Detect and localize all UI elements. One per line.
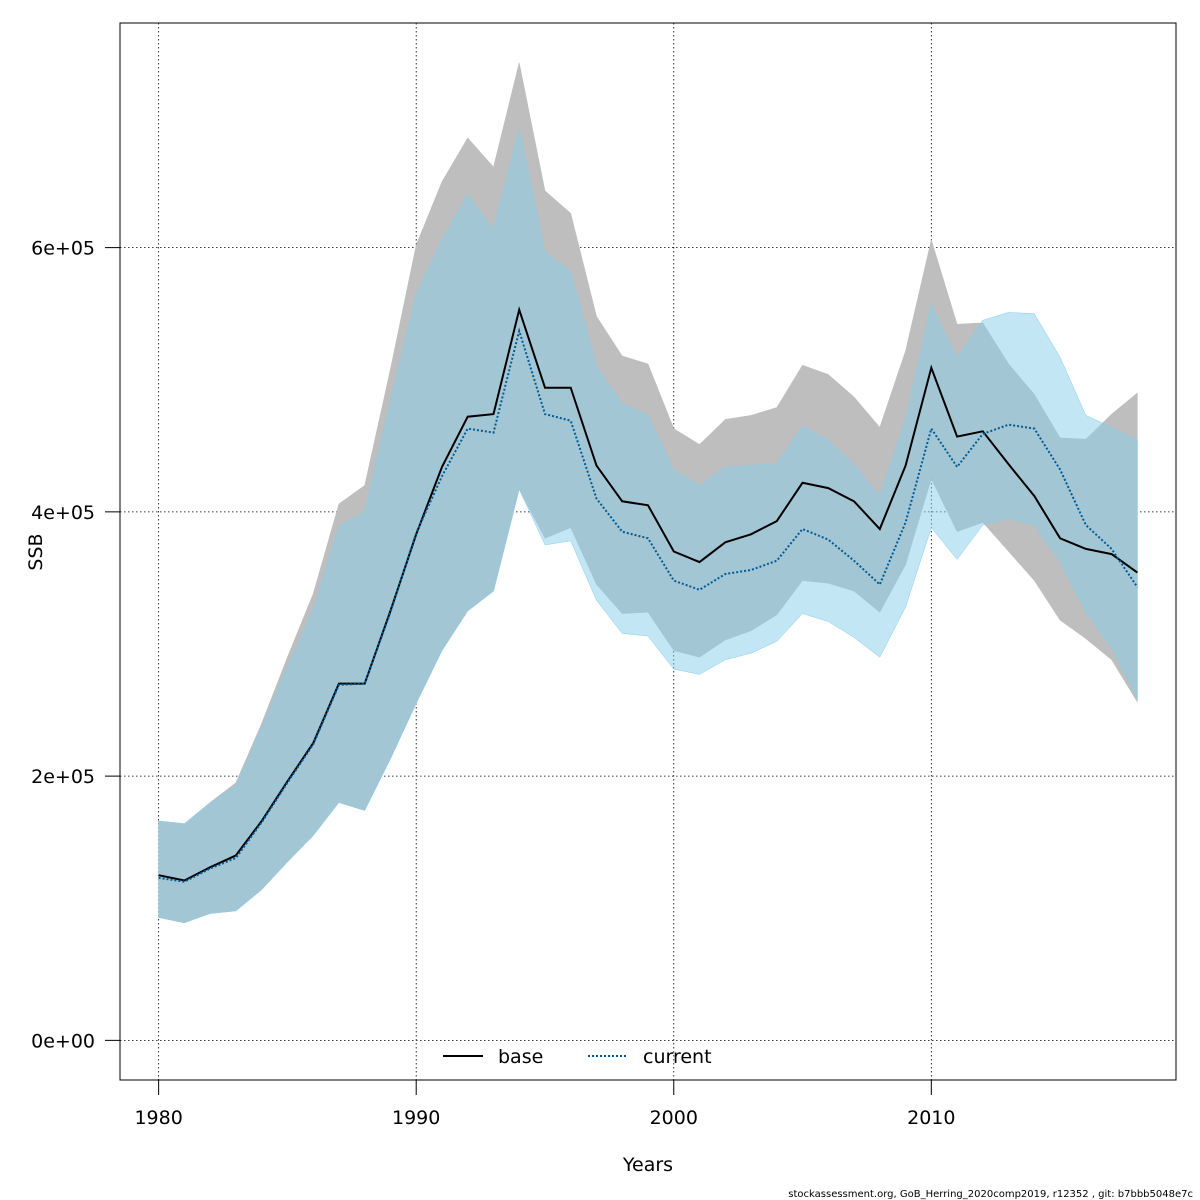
line-current xyxy=(158,327,1139,883)
x-tick-label: 2000 xyxy=(650,1107,698,1129)
legend: base current xyxy=(443,1046,712,1068)
x-tick-label: 1990 xyxy=(392,1107,440,1129)
legend-label-base: base xyxy=(498,1046,543,1068)
y-tick-label: 2e+05 xyxy=(31,766,95,788)
y-tick-label: 6e+05 xyxy=(31,238,95,260)
x-tick-label: 2010 xyxy=(907,1107,955,1129)
band-current xyxy=(158,128,1138,924)
y-tick-label: 4e+05 xyxy=(31,502,95,524)
y-axis: 0e+00 2e+05 4e+05 6e+05 xyxy=(31,238,121,1052)
x-axis-label: Years xyxy=(622,1154,673,1176)
x-tick-label: 1980 xyxy=(134,1107,182,1129)
y-axis-label: SSB xyxy=(25,533,47,570)
legend-label-current: current xyxy=(643,1046,712,1068)
footer-credit: stockassessment.org, GoB_Herring_2020com… xyxy=(788,1189,1193,1200)
confidence-bands xyxy=(158,62,1138,924)
x-axis: 1980 1990 2000 2010 xyxy=(134,1079,955,1129)
y-tick-label: 0e+00 xyxy=(31,1030,95,1052)
series-lines xyxy=(158,306,1139,883)
line-base xyxy=(158,306,1138,882)
